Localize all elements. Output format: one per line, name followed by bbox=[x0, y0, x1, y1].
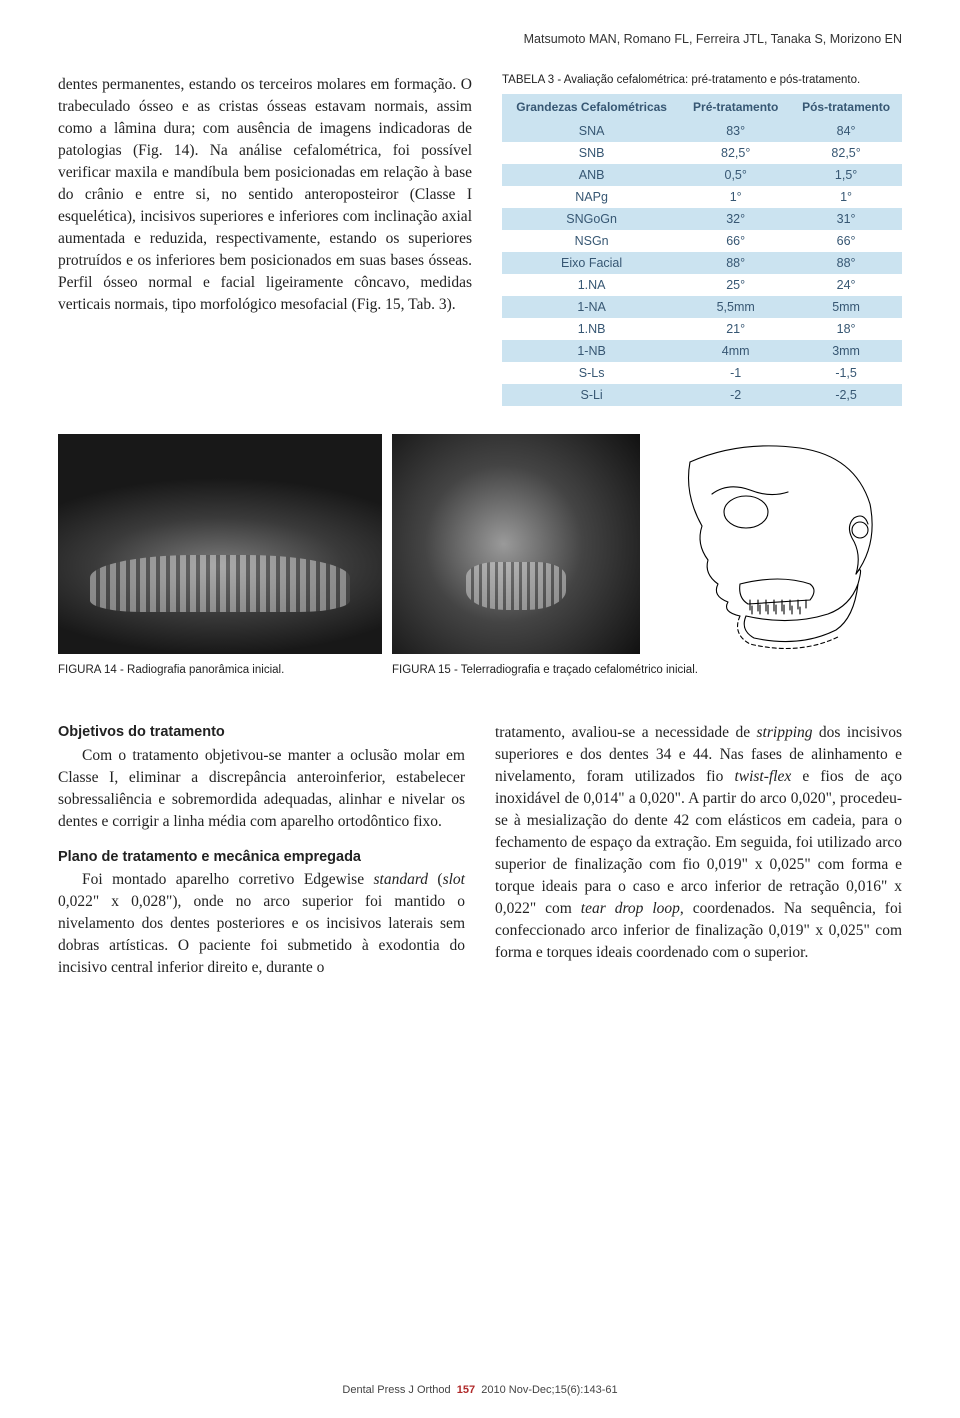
table-row: SNA83°84° bbox=[502, 120, 902, 142]
table-row: Eixo Facial88°88° bbox=[502, 252, 902, 274]
table-column: TABELA 3 - Avaliação cefalométrica: pré-… bbox=[502, 74, 902, 406]
figures-row bbox=[58, 434, 902, 654]
table-cell: SNA bbox=[502, 120, 681, 142]
table-cell: Eixo Facial bbox=[502, 252, 681, 274]
text: Foi montado aparelho corretivo Edgewise bbox=[82, 871, 373, 888]
table-row: SNB82,5°82,5° bbox=[502, 142, 902, 164]
figure-15-cephalometric-tracing bbox=[650, 434, 900, 654]
text: ( bbox=[428, 871, 443, 888]
header-authors: Matsumoto MAN, Romano FL, Ferreira JTL, … bbox=[58, 32, 902, 46]
table-cell: 25° bbox=[681, 274, 790, 296]
body-text-left: dentes permanentes, estando os terceiros… bbox=[58, 74, 472, 406]
table-header: Pós-tratamento bbox=[790, 94, 902, 120]
table-header: Grandezas Cefalométricas bbox=[502, 94, 681, 120]
italic-text: tear drop loop bbox=[581, 900, 680, 917]
table-caption: TABELA 3 - Avaliação cefalométrica: pré-… bbox=[502, 74, 902, 86]
table-row: 1.NB21°18° bbox=[502, 318, 902, 340]
table-cell: 1,5° bbox=[790, 164, 902, 186]
table-cell: 18° bbox=[790, 318, 902, 340]
table-row: 1.NA25°24° bbox=[502, 274, 902, 296]
top-section: dentes permanentes, estando os terceiros… bbox=[58, 74, 902, 406]
figure-captions: FIGURA 14 - Radiografia panorâmica inici… bbox=[58, 664, 902, 676]
page-footer: Dental Press J Orthod 157 2010 Nov-Dec;1… bbox=[0, 1384, 960, 1396]
tracing-svg bbox=[650, 434, 900, 654]
table-cell: -2,5 bbox=[790, 384, 902, 406]
table-row: NSGn66°66° bbox=[502, 230, 902, 252]
table-cell: 66° bbox=[681, 230, 790, 252]
bottom-right-column: tratamento, avaliou-se a necessidade de … bbox=[495, 722, 902, 979]
text: e fios de aço inoxidável de 0,014" a 0,0… bbox=[495, 768, 902, 917]
table-cell: 66° bbox=[790, 230, 902, 252]
table-cell: 4mm bbox=[681, 340, 790, 362]
heading-plano: Plano de tratamento e mecânica empregada bbox=[58, 847, 465, 868]
table-cell: 31° bbox=[790, 208, 902, 230]
paragraph: tratamento, avaliou-se a necessidade de … bbox=[495, 722, 902, 964]
italic-text: slot bbox=[443, 871, 465, 888]
italic-text: standard bbox=[373, 871, 428, 888]
table-cell: 5mm bbox=[790, 296, 902, 318]
body-paragraph: dentes permanentes, estando os terceiros… bbox=[58, 74, 472, 316]
table-cell: 82,5° bbox=[790, 142, 902, 164]
table-cell: ANB bbox=[502, 164, 681, 186]
figure-14-panoramic-xray bbox=[58, 434, 382, 654]
table-row: 1-NA5,5mm5mm bbox=[502, 296, 902, 318]
table-cell: -2 bbox=[681, 384, 790, 406]
table-cell: 5,5mm bbox=[681, 296, 790, 318]
paragraph: Com o tratamento objetivou-se manter a o… bbox=[58, 745, 465, 833]
table-cell: 1° bbox=[790, 186, 902, 208]
table-cell: S-Ls bbox=[502, 362, 681, 384]
table-cell: -1,5 bbox=[790, 362, 902, 384]
footer-journal: Dental Press J Orthod bbox=[342, 1384, 450, 1396]
table-row: 1-NB4mm3mm bbox=[502, 340, 902, 362]
table-row: S-Ls-1-1,5 bbox=[502, 362, 902, 384]
table-cell: 32° bbox=[681, 208, 790, 230]
table-cell: 88° bbox=[790, 252, 902, 274]
figure-15-lateral-xray bbox=[392, 434, 640, 654]
table-header-row: Grandezas Cefalométricas Pré-tratamento … bbox=[502, 94, 902, 120]
paragraph: Foi montado aparelho corretivo Edgewise … bbox=[58, 869, 465, 979]
table-cell: 1° bbox=[681, 186, 790, 208]
table-cell: 83° bbox=[681, 120, 790, 142]
table-header: Pré-tratamento bbox=[681, 94, 790, 120]
table-cell: S-Li bbox=[502, 384, 681, 406]
italic-text: stripping bbox=[757, 724, 813, 741]
table-cell: NSGn bbox=[502, 230, 681, 252]
table-cell: 21° bbox=[681, 318, 790, 340]
figure15-caption: FIGURA 15 - Telerradiografia e traçado c… bbox=[392, 664, 902, 676]
heading-objetivos: Objetivos do tratamento bbox=[58, 722, 465, 743]
table-cell: 82,5° bbox=[681, 142, 790, 164]
table-cell: NAPg bbox=[502, 186, 681, 208]
table-row: S-Li-2-2,5 bbox=[502, 384, 902, 406]
table-cell: 1.NB bbox=[502, 318, 681, 340]
footer-page-number: 157 bbox=[457, 1384, 475, 1396]
text: tratamento, avaliou-se a necessidade de bbox=[495, 724, 757, 741]
bottom-section: Objetivos do tratamento Com o tratamento… bbox=[58, 722, 902, 979]
table-cell: 1-NB bbox=[502, 340, 681, 362]
table-cell: 84° bbox=[790, 120, 902, 142]
figure14-caption: FIGURA 14 - Radiografia panorâmica inici… bbox=[58, 664, 382, 676]
table-row: NAPg1°1° bbox=[502, 186, 902, 208]
table-row: SNGoGn32°31° bbox=[502, 208, 902, 230]
table-cell: -1 bbox=[681, 362, 790, 384]
table-cell: SNB bbox=[502, 142, 681, 164]
table-cell: 88° bbox=[681, 252, 790, 274]
table-cell: 1.NA bbox=[502, 274, 681, 296]
xray-image-placeholder bbox=[392, 434, 640, 654]
table-row: ANB0,5°1,5° bbox=[502, 164, 902, 186]
table-cell: 1-NA bbox=[502, 296, 681, 318]
table-cell: SNGoGn bbox=[502, 208, 681, 230]
cephalometric-table: Grandezas Cefalométricas Pré-tratamento … bbox=[502, 94, 902, 406]
bottom-left-column: Objetivos do tratamento Com o tratamento… bbox=[58, 722, 465, 979]
table-cell: 0,5° bbox=[681, 164, 790, 186]
table-cell: 24° bbox=[790, 274, 902, 296]
xray-image-placeholder bbox=[58, 434, 382, 654]
italic-text: twist-flex bbox=[734, 768, 791, 785]
text: 0,022" x 0,028"), onde no arco superior … bbox=[58, 893, 465, 976]
footer-issue: 2010 Nov-Dec;15(6):143-61 bbox=[481, 1384, 617, 1396]
table-cell: 3mm bbox=[790, 340, 902, 362]
